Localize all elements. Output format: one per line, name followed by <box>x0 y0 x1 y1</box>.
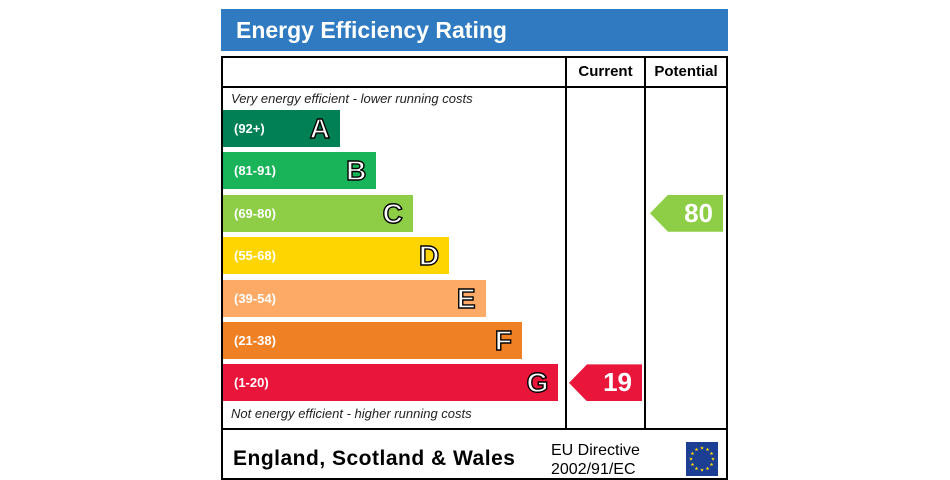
footer-directive: EU Directive 2002/91/EC <box>551 441 640 479</box>
band-f: (21-38) F <box>223 322 522 359</box>
band-letter-label: G <box>526 367 549 399</box>
band-range-label: (21-38) <box>234 333 276 348</box>
note-efficient: Very energy efficient - lower running co… <box>231 91 473 106</box>
directive-line-2: 2002/91/EC <box>551 461 636 478</box>
footer-divider <box>223 428 726 430</box>
flag-star-icon <box>690 451 695 456</box>
current-rating-arrow: 19 <box>569 364 642 402</box>
directive-line-1: EU Directive <box>551 442 640 459</box>
band-letter-label: F <box>494 324 513 356</box>
current-rating-value: 19 <box>603 367 632 398</box>
eu-flag-icon <box>686 442 718 476</box>
flag-star-icon <box>694 447 699 452</box>
band-letter-label: B <box>345 155 367 187</box>
band-d: (55-68) D <box>223 237 450 275</box>
flag-star-icon <box>711 457 715 461</box>
flag-star-icon <box>709 451 714 456</box>
column-header-current: Current <box>578 63 633 80</box>
band-range-label: (92+) <box>234 121 265 136</box>
flag-star-icon <box>689 457 693 461</box>
band-c: (69-80) C <box>223 194 413 232</box>
band-letter-label: E <box>456 282 476 314</box>
flag-star-icon <box>700 446 704 450</box>
column-header-potential: Potential <box>654 63 718 80</box>
chart-title: Energy Efficiency Rating <box>221 9 728 51</box>
band-e: (39-54) E <box>223 279 486 317</box>
divider-potential <box>644 58 646 430</box>
band-b: (81-91) B <box>223 152 377 190</box>
band-range-label: (69-80) <box>234 205 276 221</box>
band-range-label: (55-68) <box>234 248 276 264</box>
flag-star-icon <box>700 468 704 472</box>
energy-rating-chart: Energy Efficiency Rating Current Potenti… <box>221 9 728 480</box>
band-letter-label: A <box>309 112 331 144</box>
band-g: (1-20) G <box>223 364 559 402</box>
flag-star-icon <box>694 466 699 471</box>
potential-rating-value: 80 <box>684 197 713 228</box>
note-inefficient: Not energy efficient - higher running co… <box>231 406 472 421</box>
divider-current <box>565 58 567 430</box>
footer-country: England, Scotland & Wales <box>233 447 516 470</box>
potential-rating-arrow: 80 <box>650 194 723 232</box>
band-range-label: (81-91) <box>234 163 276 179</box>
band-range-label: (1-20) <box>234 375 269 391</box>
flag-star-icon <box>705 466 710 471</box>
header-divider <box>223 86 726 88</box>
flag-star-icon <box>690 462 695 467</box>
flag-star-icon <box>709 462 714 467</box>
rating-grid: Current Potential Very energy efficient … <box>221 56 728 480</box>
flag-star-icon <box>705 447 710 452</box>
band-letter-label: C <box>382 197 404 229</box>
band-letter-label: D <box>418 239 440 272</box>
band-range-label: (39-54) <box>234 290 276 306</box>
band-a: (92+) A <box>223 110 340 147</box>
